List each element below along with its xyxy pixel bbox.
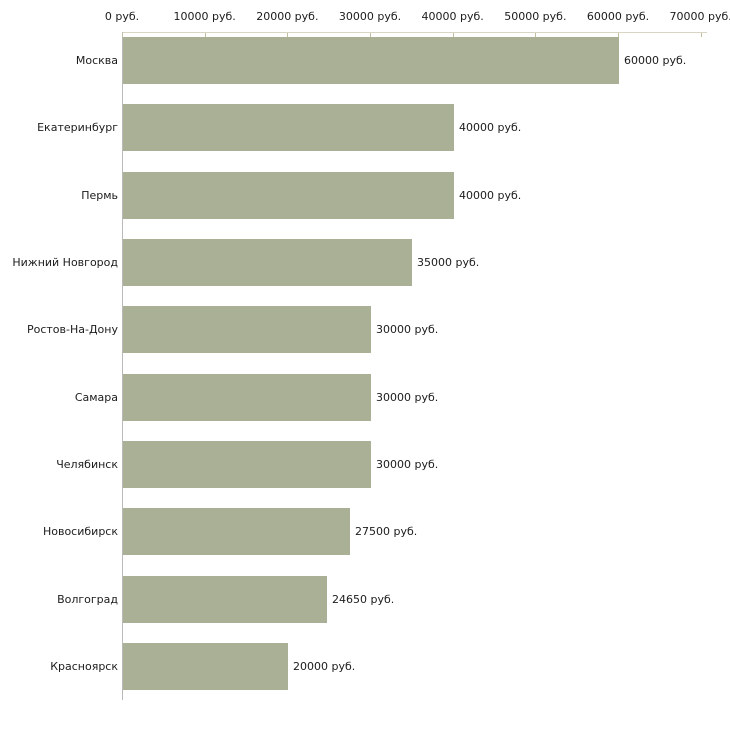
bar (123, 642, 288, 690)
category-label: Москва (75, 54, 118, 67)
bar (123, 171, 454, 219)
category-label: Новосибирск (42, 525, 118, 539)
value-label: 27500 руб. (355, 525, 418, 539)
x-tick-mark (700, 33, 702, 37)
bar (123, 508, 350, 556)
category-label: Красноярск (50, 659, 118, 673)
value-label: 30000 руб. (376, 457, 439, 471)
x-tick-mark (452, 33, 454, 37)
bar (123, 238, 412, 286)
category-label: Самара (74, 390, 118, 404)
x-tick-mark (287, 33, 289, 37)
bar (123, 37, 619, 84)
value-label: 30000 руб. (376, 323, 439, 337)
category-label: Волгоград (57, 592, 118, 606)
x-tick-label: 10000 руб. (173, 10, 236, 23)
category-label: Пермь (81, 188, 118, 202)
x-tick-label: 70000 руб. (669, 10, 730, 23)
x-tick-mark (618, 33, 619, 37)
category-label: Нижний Новгород (12, 255, 118, 269)
x-tick-label: 30000 руб. (338, 10, 402, 23)
x-tick-mark (204, 33, 206, 37)
bar (123, 440, 371, 488)
value-label: 30000 руб. (376, 390, 439, 404)
x-tick-label: 60000 руб. (586, 10, 650, 23)
y-axis-line (122, 32, 123, 700)
category-label: Екатеринбург (37, 121, 118, 135)
x-tick-label: 50000 руб. (504, 10, 567, 23)
bar (123, 373, 371, 421)
x-tick-label: 40000 руб. (421, 10, 484, 23)
x-axis-line (122, 32, 707, 33)
value-label: 40000 руб. (459, 188, 522, 202)
value-label: 24650 руб. (332, 592, 395, 606)
bar (123, 306, 371, 354)
x-tick-mark (122, 33, 123, 37)
value-label: 35000 руб. (417, 255, 480, 269)
category-label: Ростов-На-Дону (26, 323, 118, 337)
value-label: 20000 руб. (293, 659, 356, 673)
bar (123, 104, 454, 152)
value-label: 60000 руб. (624, 54, 687, 67)
x-tick-mark (535, 33, 537, 37)
x-tick-label: 0 руб. (104, 10, 140, 23)
x-tick-label: 20000 руб. (256, 10, 319, 23)
category-label: Челябинск (56, 457, 118, 471)
value-label: 40000 руб. (459, 121, 522, 135)
bar (123, 575, 327, 623)
x-tick-mark (370, 33, 371, 37)
